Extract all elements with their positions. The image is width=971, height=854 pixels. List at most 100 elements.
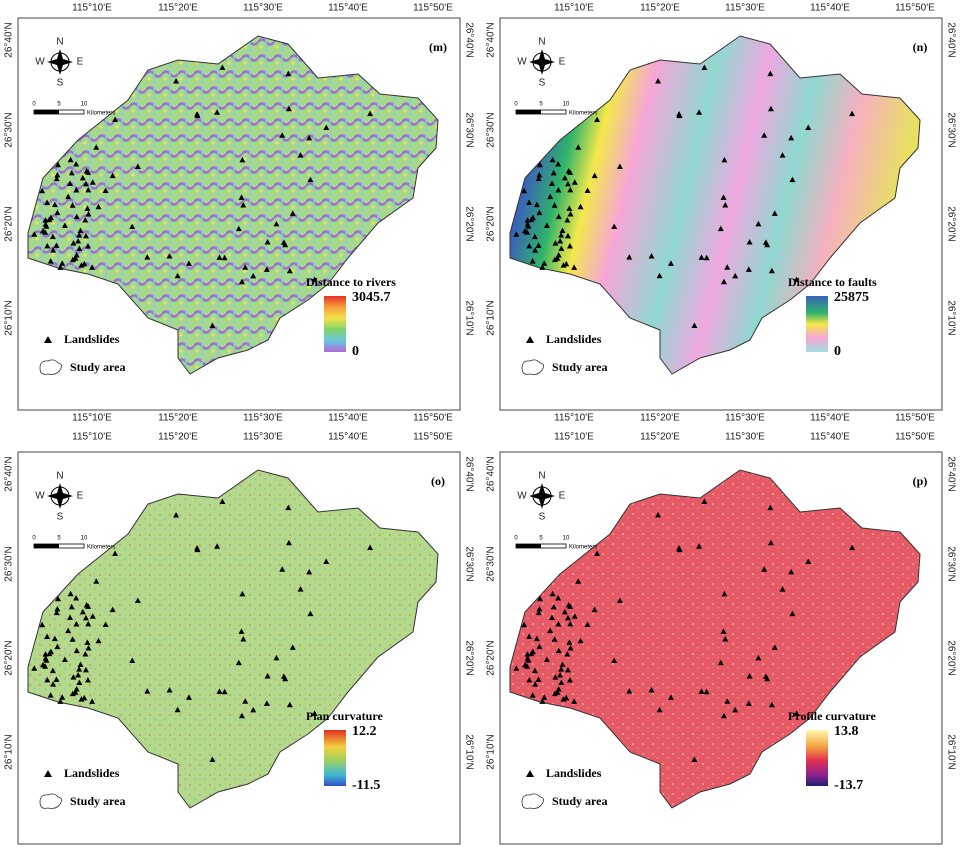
legend-study-area: Study area (552, 794, 607, 808)
right-lat-label: 26°10'N (463, 734, 474, 769)
compass-s: S (57, 512, 64, 523)
right-lat-label: 26°20'N (463, 206, 474, 241)
left-lat-label: 26°40'N (486, 22, 497, 57)
top-lon-label: 115°40'E (328, 432, 368, 443)
right-lat-label: 26°20'N (945, 206, 956, 241)
legend-study-area: Study area (552, 360, 607, 374)
top-lon-label: 115°30'E (725, 432, 765, 443)
compass-e: E (77, 491, 84, 502)
right-lat-label: 26°30'N (945, 112, 956, 147)
legend-ramp (324, 296, 346, 352)
bottom-lon-label: 115°10'E (72, 413, 112, 424)
compass-w: W (35, 491, 45, 502)
bottom-lon-label: 115°20'E (640, 413, 680, 424)
legend-ramp (324, 730, 346, 786)
scale-bar-black (34, 544, 59, 548)
compass-n: N (56, 471, 63, 482)
panel-letter: (p) (913, 474, 928, 488)
panel-letter: (o) (431, 474, 445, 488)
top-lon-label: 115°40'E (810, 432, 850, 443)
top-lon-label: 115°20'E (158, 432, 198, 443)
scale-unit: Kilometers (569, 545, 597, 551)
left-lat-label: 26°20'N (4, 640, 15, 675)
top-lon-label: 115°40'E (810, 3, 850, 14)
left-lat-label: 26°10'N (4, 300, 15, 335)
map-panel: 115°10'E115°10'E115°20'E115°20'E115°30'E… (486, 3, 957, 424)
compass-n: N (538, 471, 545, 482)
right-lat-label: 26°10'N (945, 300, 956, 335)
left-lat-label: 26°40'N (4, 22, 15, 57)
compass-n: N (56, 37, 63, 48)
bottom-lon-label: 115°40'E (328, 413, 368, 424)
legend-title: Distance to faults (788, 275, 877, 289)
left-lat-label: 26°30'N (4, 546, 15, 581)
scale-bar-black (516, 110, 541, 114)
legend-landslides: Landslides (546, 332, 602, 346)
compass-w: W (517, 491, 527, 502)
top-lon-label: 115°30'E (243, 3, 283, 14)
legend-ramp (806, 296, 828, 352)
top-lon-label: 115°50'E (413, 3, 453, 14)
right-lat-label: 26°40'N (463, 456, 474, 491)
right-lat-label: 26°20'N (463, 640, 474, 675)
legend-min: 0 (352, 344, 359, 359)
map-panel: 115°10'E115°10'E115°20'E115°20'E115°30'E… (4, 432, 475, 849)
legend-min: -11.5 (352, 778, 380, 793)
compass-e: E (559, 491, 566, 502)
top-lon-label: 115°20'E (158, 3, 198, 14)
map-panel: 115°10'E115°10'E115°20'E115°20'E115°30'E… (486, 432, 957, 849)
compass-s: S (57, 78, 64, 89)
page: {"lon_labels": ["115°10'E", "115°20'E", … (0, 0, 971, 849)
bottom-lon-label: 115°30'E (243, 413, 283, 424)
left-lat-label: 26°10'N (486, 300, 497, 335)
top-lon-label: 115°20'E (640, 432, 680, 443)
top-lon-label: 115°20'E (640, 3, 680, 14)
scale-tick: 10 (81, 102, 88, 108)
scale-bar-black (516, 544, 541, 548)
compass-w: W (35, 57, 45, 68)
figure: 115°10'E 115°10'E 115°20'E 115°20'E 115°30'E… (0, 0, 971, 849)
left-lat-label: 26°30'N (486, 112, 497, 147)
top-lon-label: 115°10'E (72, 3, 112, 14)
legend-title: Distance to rivers (306, 275, 396, 289)
right-lat-label: 26°40'N (945, 22, 956, 57)
legend-max: 12.2 (352, 724, 377, 739)
legend-min: 0 (834, 344, 841, 359)
left-lat-label: 26°40'N (4, 456, 15, 491)
compass-e: E (77, 57, 84, 68)
bottom-lon-label: 115°10'E (554, 413, 594, 424)
legend-landslides: Landslides (64, 766, 120, 780)
top-lon-label: 115°50'E (895, 3, 935, 14)
left-lat-label: 26°20'N (4, 206, 15, 241)
right-lat-label: 26°30'N (463, 112, 474, 147)
scale-unit: Kilometers (87, 111, 115, 117)
legend-ramp (806, 730, 828, 786)
left-lat-label: 26°20'N (486, 206, 497, 241)
scale-unit: Kilometers (569, 111, 597, 117)
legend-max: 3045.7 (352, 290, 391, 305)
left-lat-label: 26°10'N (4, 734, 15, 769)
bottom-lon-label: 115°40'E (810, 413, 850, 424)
right-lat-label: 26°20'N (945, 640, 956, 675)
left-lat-label: 26°30'N (486, 546, 497, 581)
left-lat-label: 26°20'N (486, 640, 497, 675)
scale-tick: 10 (81, 536, 88, 542)
map-panel: 115°10'E115°10'E115°20'E115°20'E115°30'E… (4, 3, 475, 424)
legend-min: -13.7 (834, 778, 863, 793)
scale-unit: Kilometers (87, 545, 115, 551)
left-lat-label: 26°30'N (4, 112, 15, 147)
top-lon-label: 115°10'E (554, 3, 594, 14)
legend-title: Plan curvature (306, 709, 383, 723)
bottom-lon-label: 115°50'E (413, 413, 453, 424)
panel-letter: (m) (429, 40, 447, 54)
legend-max: 13.8 (834, 724, 859, 739)
right-lat-label: 26°30'N (945, 546, 956, 581)
legend-study-area: Study area (70, 360, 125, 374)
bottom-lon-label: 115°50'E (895, 413, 935, 424)
right-lat-label: 26°30'N (463, 546, 474, 581)
top-lon-label: 115°10'E (554, 432, 594, 443)
legend-landslides: Landslides (64, 332, 120, 346)
right-lat-label: 26°10'N (463, 300, 474, 335)
legend-study-area: Study area (70, 794, 125, 808)
legend-title: Profile curvature (788, 709, 877, 723)
